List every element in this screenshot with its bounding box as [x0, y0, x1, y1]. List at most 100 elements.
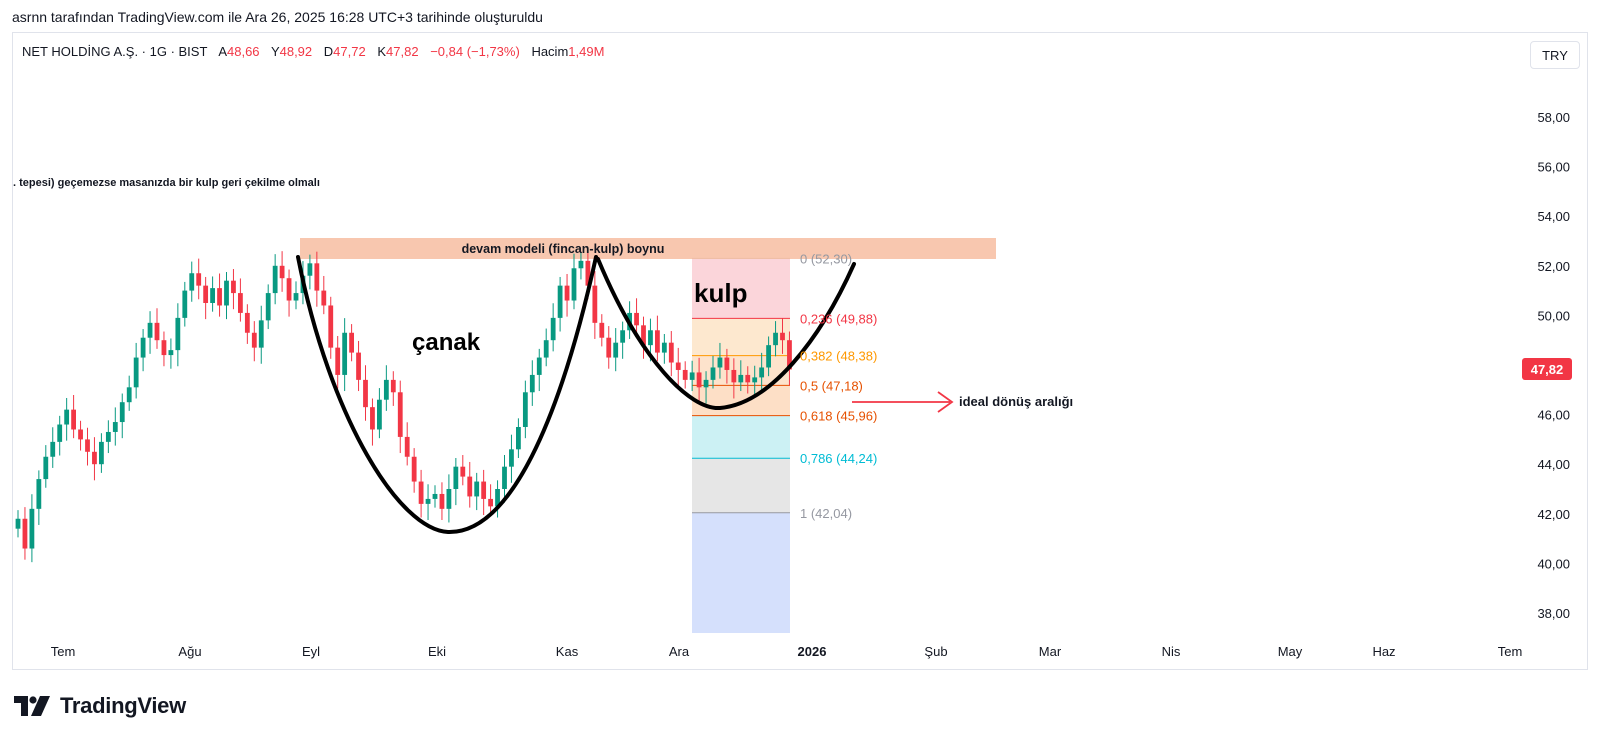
candle-body[interactable] [661, 342, 667, 353]
candle-body[interactable] [286, 278, 292, 301]
candle-body[interactable] [620, 330, 626, 343]
candle-body[interactable] [50, 441, 56, 457]
candle-body[interactable] [738, 374, 744, 383]
candle-body[interactable] [64, 409, 70, 425]
candle-body[interactable] [606, 337, 612, 358]
candle-body[interactable] [321, 290, 327, 306]
candle-body[interactable] [710, 367, 716, 380]
candle-body[interactable] [717, 357, 723, 368]
candle-body[interactable] [307, 263, 313, 276]
candle-body[interactable] [57, 424, 63, 442]
candle-body[interactable] [536, 357, 542, 375]
candle-body[interactable] [668, 342, 674, 363]
candle-body[interactable] [22, 518, 28, 549]
candle-body[interactable] [224, 280, 229, 306]
candle-body[interactable] [766, 345, 771, 368]
candle-body[interactable] [140, 337, 146, 358]
candle-body[interactable] [634, 312, 639, 326]
candle-body[interactable] [78, 429, 83, 440]
candle-body[interactable] [453, 466, 459, 489]
neckline-band[interactable] [300, 238, 996, 259]
candle-body[interactable] [439, 493, 445, 509]
candle-body[interactable] [418, 481, 424, 504]
candle-body[interactable] [731, 369, 737, 383]
candle-body[interactable] [161, 340, 167, 356]
symbol-legend[interactable]: NET HOLDİNG A.Ş. · 1G · BIST A48,66 Y48,… [22, 44, 604, 59]
candle-body[interactable] [557, 285, 563, 318]
candle-body[interactable] [495, 489, 500, 507]
candle-body[interactable] [168, 350, 174, 356]
candle-body[interactable] [703, 379, 709, 388]
candle-body[interactable] [105, 431, 111, 442]
candle-body[interactable] [377, 399, 382, 430]
candle-body[interactable] [543, 340, 549, 358]
candle-body[interactable] [182, 290, 188, 318]
candle-body[interactable] [481, 481, 487, 499]
candle-body[interactable] [529, 374, 535, 393]
candle-body[interactable] [217, 288, 222, 306]
candle-body[interactable] [752, 377, 758, 383]
candle-body[interactable] [342, 332, 348, 375]
candle-body[interactable] [36, 479, 42, 509]
candle-body[interactable] [745, 374, 751, 383]
candle-body[interactable] [133, 357, 139, 388]
tradingview-logo[interactable]: TradingView [14, 693, 186, 719]
candle-body[interactable] [759, 367, 765, 378]
candle-body[interactable] [43, 456, 49, 480]
candle-body[interactable] [578, 260, 584, 269]
candle-body[interactable] [696, 372, 702, 388]
candle-body[interactable] [71, 409, 76, 430]
candle-body[interactable] [675, 362, 681, 370]
candle-body[interactable] [404, 436, 410, 457]
candle-body[interactable] [787, 340, 792, 370]
candle-body[interactable] [432, 493, 438, 499]
handle-curve[interactable] [596, 257, 856, 411]
candle-body[interactable] [231, 280, 236, 294]
candle-body[interactable] [585, 260, 591, 286]
candle-body[interactable] [564, 285, 570, 301]
candle-body[interactable] [238, 293, 243, 313]
candle-body[interactable] [502, 466, 507, 489]
candle-body[interactable] [258, 320, 264, 348]
candle-body[interactable] [397, 392, 403, 437]
candle-body[interactable] [147, 322, 153, 338]
candle-body[interactable] [613, 342, 619, 358]
candle-body[interactable] [550, 317, 556, 341]
candle-body[interactable] [509, 449, 514, 467]
candle-body[interactable] [335, 347, 341, 375]
candle-body[interactable] [279, 265, 285, 279]
candle-body[interactable] [689, 372, 695, 380]
candle-body[interactable] [446, 489, 452, 509]
candle-body[interactable] [154, 322, 160, 341]
candle-body[interactable] [210, 288, 215, 303]
candle-body[interactable] [516, 427, 521, 450]
candle-body[interactable] [265, 293, 271, 321]
candle-body[interactable] [655, 330, 660, 353]
candle-body[interactable] [571, 268, 577, 301]
candle-body[interactable] [390, 379, 396, 393]
candle-body[interactable] [314, 263, 320, 291]
candle-body[interactable] [467, 476, 473, 497]
candle-body[interactable] [328, 305, 334, 348]
candle-body[interactable] [85, 439, 90, 452]
candle-body[interactable] [363, 379, 368, 408]
candle-body[interactable] [15, 518, 21, 529]
candle-body[interactable] [474, 481, 480, 497]
candle-body[interactable] [522, 392, 528, 427]
candle-body[interactable] [349, 332, 354, 353]
candle-body[interactable] [189, 273, 195, 291]
candle-body[interactable] [411, 456, 417, 482]
cup-curve[interactable] [296, 255, 598, 535]
candle-body[interactable] [356, 352, 361, 380]
candle-body[interactable] [251, 332, 257, 348]
candle-body[interactable] [293, 293, 299, 301]
candle-body[interactable] [641, 325, 646, 346]
candle-body[interactable] [682, 369, 688, 380]
candle-body[interactable] [383, 379, 389, 400]
candle-body[interactable] [272, 265, 278, 294]
currency-button[interactable]: TRY [1530, 41, 1580, 69]
candle-body[interactable] [592, 285, 598, 323]
candle-body[interactable] [92, 451, 97, 465]
candle-body[interactable] [599, 322, 605, 338]
